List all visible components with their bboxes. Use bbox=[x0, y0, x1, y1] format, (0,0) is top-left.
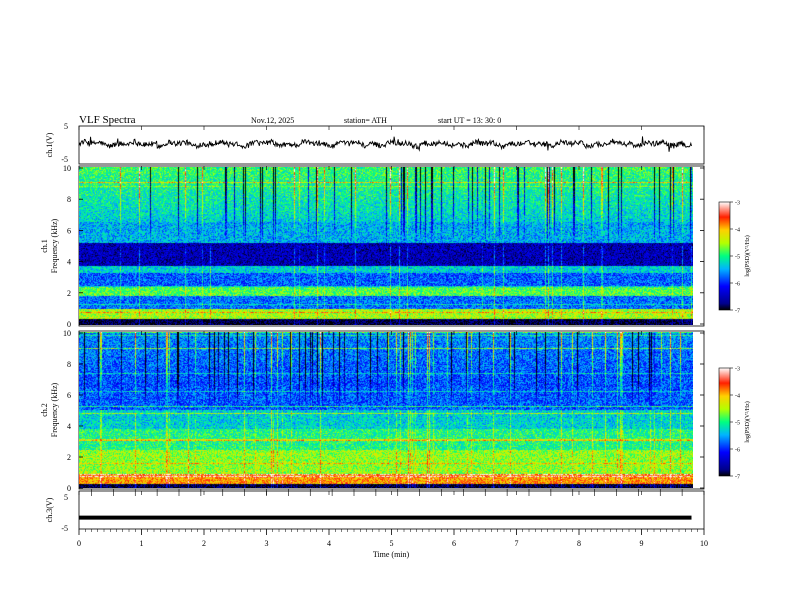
colorbar-tick-label--5: -5 bbox=[735, 421, 740, 427]
ch1-spectrogram-yticks: 0 2 4 6 8 10 bbox=[63, 164, 704, 329]
time-axis-label: Time (min) bbox=[373, 550, 410, 559]
freq-tick-label-0: 0 bbox=[67, 484, 71, 493]
freq-tick-label-10: 10 bbox=[63, 329, 71, 338]
freq-tick-label-6: 6 bbox=[67, 391, 71, 400]
colorbar-tick-label--4: -4 bbox=[735, 394, 740, 400]
ch2-spectrogram-panel: 0 2 4 6 8 10 ch.2 Frequency (kHz) bbox=[40, 329, 705, 493]
ch1-colorbar-label: log(PSD)(V²/Hz) bbox=[744, 235, 751, 276]
time-tick-label-9: 9 bbox=[640, 539, 644, 548]
colorbar-tick-label--6: -6 bbox=[735, 448, 740, 454]
time-tick-label-7: 7 bbox=[515, 539, 519, 548]
ch2-spectrogram-ylabel-line1: ch.2 bbox=[40, 403, 49, 417]
time-tick-label-5: 5 bbox=[390, 539, 394, 548]
ch2-spectrogram-yticks: 0 2 4 6 8 10 bbox=[63, 329, 704, 493]
time-tick-label-4: 4 bbox=[327, 539, 331, 548]
ch1-waveform-panel: 5 -5 ch.1(V) bbox=[45, 122, 705, 165]
colorbar-tick-label--3: -3 bbox=[735, 201, 740, 207]
freq-tick-label-4: 4 bbox=[67, 258, 71, 267]
freq-tick-label-8: 8 bbox=[67, 360, 71, 369]
ch1-ytick-top: 5 bbox=[64, 122, 68, 131]
ch3-top-ticks bbox=[91, 489, 683, 496]
ch1-spectrogram-ylabel-line1: ch.1 bbox=[40, 239, 49, 253]
colorbar-tick-label--7: -7 bbox=[735, 309, 740, 315]
freq-tick-label-6: 6 bbox=[67, 226, 71, 235]
ch3-ytick-bottom: -5 bbox=[61, 524, 68, 533]
ch1-ytick-bottom: -5 bbox=[61, 155, 68, 164]
ch1-spectrogram-ylabel-line2: Frequency (kHz) bbox=[50, 218, 59, 273]
ch1-colorbar-bar bbox=[718, 201, 731, 311]
time-tick-label-6: 6 bbox=[452, 539, 456, 548]
figure-title: VLF Spectra bbox=[79, 114, 136, 126]
colorbar-tick-label--4: -4 bbox=[735, 228, 740, 234]
ch2-colorbar-bar bbox=[718, 367, 731, 477]
ch1-waveform-line bbox=[78, 136, 692, 152]
colorbar-tick-label--6: -6 bbox=[735, 282, 740, 288]
freq-tick-label-4: 4 bbox=[67, 422, 71, 431]
ch1-spectrogram-panel: 0 2 4 6 8 10 ch.1 Frequency (kHz) bbox=[40, 164, 705, 329]
colorbar-tick-label--7: -7 bbox=[735, 475, 740, 481]
ch3-waveform-frame bbox=[78, 490, 705, 530]
ch2-colorbar-label: log(PSD)(V²/Hz) bbox=[744, 401, 751, 442]
ch2-colorbar-ticks: -3 -4 -5 -6 -7 bbox=[730, 367, 740, 481]
freq-tick-label-0: 0 bbox=[67, 320, 71, 329]
ch3-waveform-ylabel: ch.3(V) bbox=[45, 497, 54, 522]
freq-tick-label-10: 10 bbox=[63, 164, 71, 173]
ch2-spectrogram-canvas-holder bbox=[79, 332, 693, 488]
ch1-colorbar: -3 -4 -5 -6 -7 log(PSD)(V²/Hz) bbox=[718, 201, 751, 315]
ch1-waveform-frame bbox=[78, 125, 705, 165]
station-label: station= ATH bbox=[344, 116, 387, 125]
freq-tick-label-2: 2 bbox=[67, 453, 71, 462]
ch1-colorbar-ticks: -3 -4 -5 -6 -7 bbox=[730, 201, 740, 315]
ch1-spectrogram-canvas-holder bbox=[79, 167, 693, 325]
time-tick-label-1: 1 bbox=[140, 539, 144, 548]
time-tick-label-2: 2 bbox=[202, 539, 206, 548]
time-tick-label-8: 8 bbox=[577, 539, 581, 548]
date-label: Nov.12, 2025 bbox=[251, 116, 294, 125]
time-tick-label-10: 10 bbox=[700, 539, 708, 548]
ch2-spectrogram-image bbox=[79, 332, 693, 488]
time-tick-label-0: 0 bbox=[77, 539, 81, 548]
ch3-ytick-top: 5 bbox=[64, 493, 68, 502]
freq-tick-label-2: 2 bbox=[67, 289, 71, 298]
time-axis: 0 1 2 3 4 5 6 7 8 9 10 bbox=[77, 126, 708, 548]
colorbar-tick-label--3: -3 bbox=[735, 367, 740, 373]
ch2-colorbar: -3 -4 -5 -6 -7 log(PSD)(V²/Hz) bbox=[718, 367, 751, 481]
ch1-spectrogram-image bbox=[79, 167, 693, 325]
freq-tick-label-8: 8 bbox=[67, 195, 71, 204]
ch1-waveform-ylabel: ch.1(V) bbox=[45, 132, 54, 157]
time-tick-label-3: 3 bbox=[265, 539, 269, 548]
ch2-spectrogram-ylabel-line2: Frequency (kHz) bbox=[50, 382, 59, 437]
ch3-waveform-panel: 5 -5 ch.3(V) bbox=[45, 489, 705, 533]
colorbar-tick-label--5: -5 bbox=[735, 255, 740, 261]
start-time-label: start UT = 13: 30: 0 bbox=[438, 116, 501, 125]
